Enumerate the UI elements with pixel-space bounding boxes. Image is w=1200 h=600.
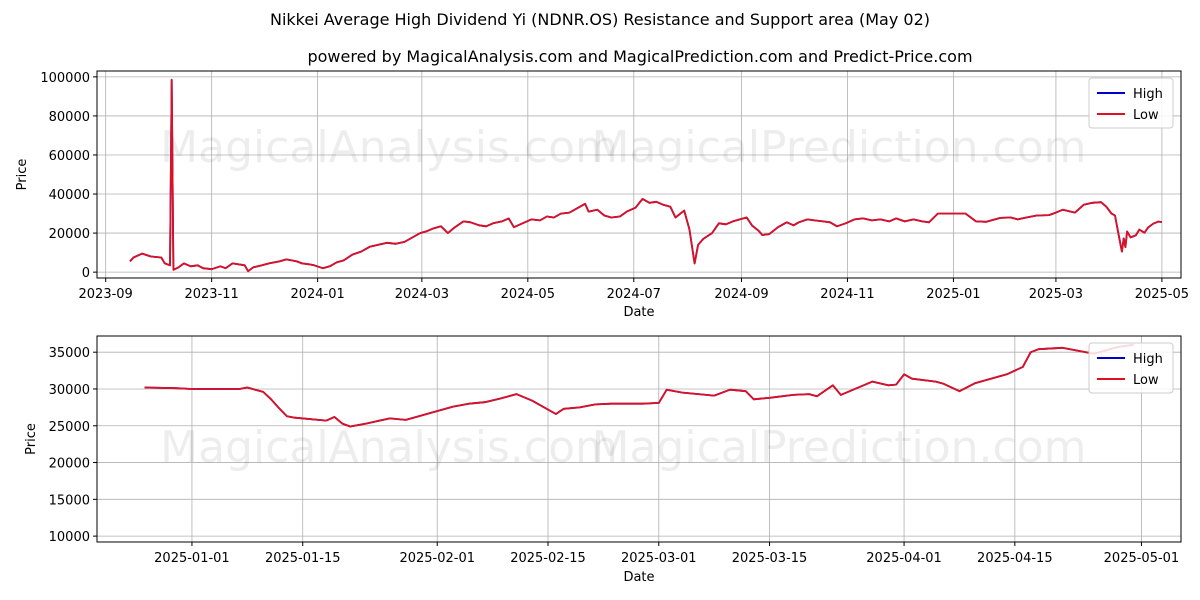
- y-tick-label: 0: [82, 266, 90, 281]
- axes-frame: [96, 70, 1182, 279]
- x-tick-label: 2025-01-01: [154, 551, 230, 566]
- top-chart-panel: MagicalAnalysis.comMagicalPrediction.com…: [15, 70, 1189, 320]
- watermark-magicalprediction: MagicalPrediction.com: [592, 422, 1087, 473]
- legend: High Low: [1088, 342, 1174, 394]
- x-tick-label: 2024-11: [820, 287, 874, 302]
- y-tick-label: 10000: [49, 530, 90, 545]
- x-tick-label: 2024-01: [290, 287, 344, 302]
- x-tick-label: 2025-04-01: [866, 551, 942, 566]
- x-tick-label: 2025-02-01: [399, 551, 475, 566]
- watermark-magicalprediction: MagicalPrediction.com: [592, 122, 1087, 173]
- legend-box: [1088, 77, 1174, 129]
- series-line-low: [129, 78, 1163, 273]
- legend-label-low: Low: [1133, 108, 1159, 123]
- y-tick-label: 100000: [40, 71, 90, 86]
- bottom-chart-panel: MagicalAnalysis.comMagicalPrediction.com…: [24, 335, 1182, 585]
- y-tick-label: 30000: [49, 383, 90, 398]
- x-tick-label: 2025-03-01: [621, 551, 697, 566]
- legend: High Low: [1088, 77, 1174, 129]
- y-axis-label: Price: [24, 423, 39, 455]
- x-tick-label: 2024-09: [714, 287, 768, 302]
- x-tick-label: 2025-01-15: [265, 551, 341, 566]
- x-tick-label: 2025-03: [1029, 287, 1083, 302]
- legend-label-high: High: [1133, 352, 1163, 367]
- y-tick-label: 20000: [49, 457, 90, 472]
- y-tick-label: 60000: [49, 149, 90, 164]
- x-tick-label: 2025-05: [1135, 287, 1189, 302]
- x-tick-label: 2025-05-01: [1104, 551, 1180, 566]
- series-line-low: [144, 343, 1134, 428]
- axes-frame: [96, 335, 1182, 543]
- y-tick-label: 15000: [49, 493, 90, 508]
- legend-label-low: Low: [1133, 373, 1159, 388]
- x-tick-label: 2023-11: [184, 287, 238, 302]
- x-axis-label: Date: [623, 305, 654, 320]
- y-tick-label: 35000: [49, 346, 90, 361]
- y-tick-label: 20000: [49, 227, 90, 242]
- watermark-magicalanalysis: MagicalAnalysis.com: [160, 422, 618, 473]
- y-tick-label: 40000: [49, 188, 90, 203]
- x-tick-label: 2024-05: [501, 287, 555, 302]
- y-axis-label: Price: [15, 159, 30, 191]
- chart-subtitle: powered by MagicalAnalysis.com and Magic…: [307, 47, 972, 66]
- x-tick-label: 2024-03: [395, 287, 449, 302]
- x-tick-label: 2024-07: [607, 287, 661, 302]
- legend-box: [1088, 342, 1174, 394]
- x-tick-label: 2025-03-15: [732, 551, 808, 566]
- x-tick-label: 2025-01: [926, 287, 980, 302]
- y-tick-label: 80000: [49, 110, 90, 125]
- legend-label-high: High: [1133, 87, 1163, 102]
- chart-title: Nikkei Average High Dividend Yi (NDNR.OS…: [270, 10, 930, 29]
- watermark-magicalanalysis: MagicalAnalysis.com: [160, 122, 618, 173]
- y-tick-label: 25000: [49, 420, 90, 435]
- x-tick-label: 2025-02-15: [510, 551, 586, 566]
- x-tick-label: 2023-09: [79, 287, 133, 302]
- x-axis-label: Date: [623, 570, 654, 585]
- x-tick-label: 2025-04-15: [977, 551, 1053, 566]
